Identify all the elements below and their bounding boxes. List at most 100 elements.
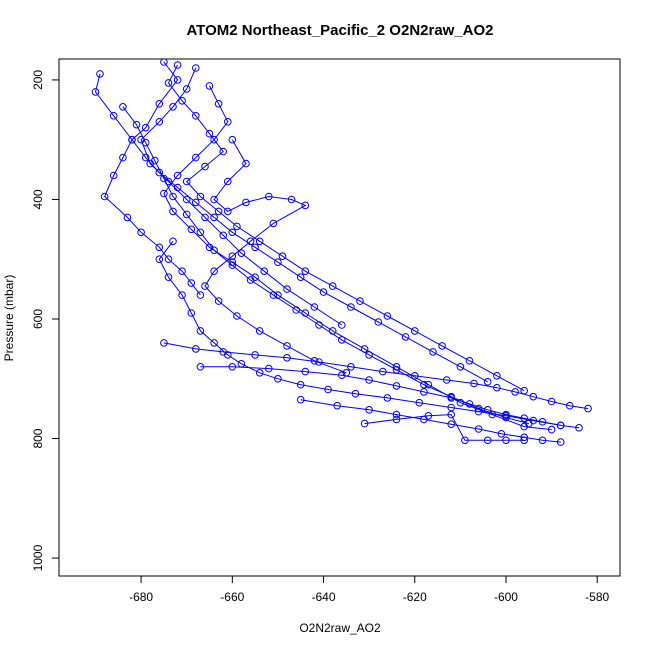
series-line [300,399,561,443]
data-point [333,401,342,410]
data-point [164,255,173,264]
series-7 [201,135,351,377]
series-line [167,64,525,392]
y-tick-label: 600 [31,309,45,329]
data-point [192,64,200,72]
data-point [287,195,296,204]
data-point [192,112,200,120]
data-point [155,243,164,252]
data-point [228,252,237,261]
data-point [224,177,232,186]
data-point [328,282,337,290]
data-point [196,363,205,371]
data-point [123,213,132,222]
series-10 [196,363,583,432]
series-line [140,67,343,326]
y-tick-label: 800 [31,428,45,448]
data-point [210,246,218,255]
data-point [474,425,483,433]
data-point [379,367,387,376]
series-9 [160,339,592,413]
data-point [155,118,164,126]
data-point [196,291,205,299]
data-point [214,100,223,108]
data-point [187,225,196,234]
data-point [520,414,529,423]
data-point [182,210,191,219]
series-layer [91,58,592,446]
x-tick-label: -600 [494,590,518,604]
series-5 [160,82,556,434]
data-point [547,425,556,434]
data-point [214,297,223,305]
series-4 [164,61,529,395]
data-point [483,406,492,414]
series-line [158,240,561,426]
data-point [338,371,346,380]
data-point [502,436,510,445]
data-point [119,103,127,111]
data-point [151,156,159,165]
data-point [96,70,104,78]
x-tick-label: -680 [129,590,153,604]
data-point [502,410,510,419]
data-point [456,398,465,407]
data-point [173,171,182,180]
data-point [201,162,209,171]
data-point [201,282,209,290]
data-point [538,436,547,445]
data-point [228,363,237,371]
data-point [269,219,278,228]
data-point [173,61,182,69]
data-point [160,174,168,183]
data-point [160,339,168,347]
data-point [205,82,214,90]
data-point [141,153,150,162]
data-point [429,348,437,356]
data-point [210,195,218,204]
data-point [169,103,177,111]
data-point [228,135,237,144]
data-point [493,372,501,380]
data-point [456,363,465,371]
series-6 [119,103,533,428]
data-point [224,118,232,126]
data-point [242,159,250,168]
data-point [447,394,456,402]
data-point [169,192,177,201]
data-point [155,100,164,108]
data-point [228,228,237,237]
data-point [246,237,255,246]
data-point [283,285,291,293]
data-point [233,222,241,231]
series-1 [100,58,205,299]
data-point [237,249,246,257]
data-point [465,357,474,365]
data-point [292,306,301,314]
data-point [137,228,145,237]
data-point [283,342,291,350]
data-point [228,261,237,270]
data-point [420,380,428,389]
data-point [178,97,186,105]
y-tick-label: 200 [31,70,45,90]
data-point [566,401,574,410]
data-point [520,436,529,445]
data-point [296,395,305,404]
data-point [251,351,259,359]
y-axis-label: Pressure (mbar) [2,275,16,362]
data-point [374,318,383,326]
data-point [461,436,469,445]
data-point [274,258,282,267]
data-point [164,273,173,282]
data-point [584,404,592,413]
data-point [296,380,305,389]
data-point [255,327,264,335]
data-point [255,369,264,377]
data-point [319,288,328,296]
data-point [278,252,287,261]
data-point [470,379,478,388]
series-line [94,73,488,383]
data-point [265,364,273,373]
x-axis-label: O2N2raw_AO2 [299,621,381,635]
